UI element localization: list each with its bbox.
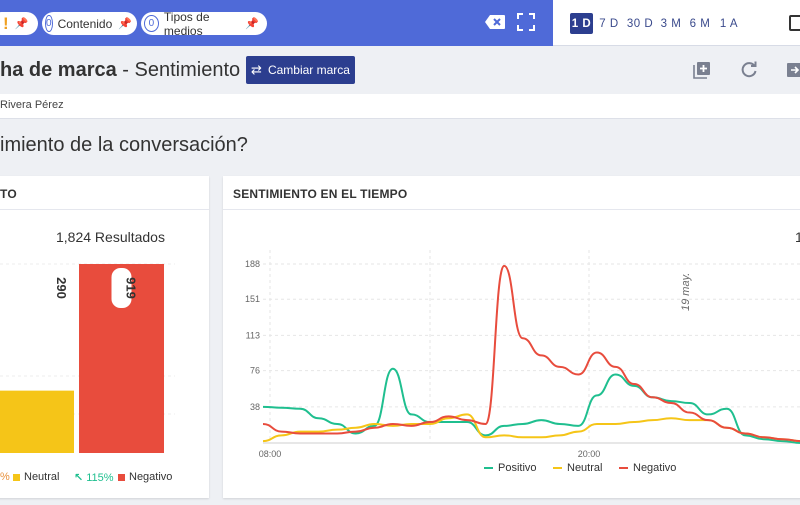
line-gridlines: [263, 250, 800, 444]
results-count: 1,824 Resultados: [56, 229, 165, 245]
add-widget-icon[interactable]: [693, 61, 711, 79]
y-tick-label: 113: [246, 330, 260, 340]
y-tick-label: 151: [245, 294, 260, 304]
legend-swatch: [619, 467, 628, 469]
legend-item-negative[interactable]: Negativo: [118, 471, 172, 483]
range-7d[interactable]: 7 D: [599, 17, 619, 30]
legend-item-change: ↖ 115%: [74, 471, 114, 485]
legend-item-neutral[interactable]: Neutral: [553, 462, 602, 474]
sentiment-summary-card: TO 1,824 Resultados 290 919 % Neutral ↖ …: [0, 176, 209, 498]
sentiment-over-time-card: SENTIMIENTO EN EL TIEMPO 1 38 76 113 151 188…: [223, 176, 800, 498]
results-count: 1: [795, 229, 800, 245]
legend-change-label: 115%: [86, 471, 114, 484]
calendar-icon[interactable]: [789, 15, 800, 31]
expand-icon[interactable]: [517, 13, 535, 31]
legend-item-negativo[interactable]: Negativo: [619, 462, 676, 474]
legend-swatch: [484, 467, 493, 469]
trend-up-icon: ↖: [74, 472, 84, 484]
legend-label: Neutral: [24, 471, 60, 483]
card-title: SENTIMIENTO EN EL TIEMPO: [233, 187, 408, 201]
series-line-neutral[interactable]: [262, 413, 800, 443]
sentiment-line-chart: 38 76 113 151 188 08:00 20:00 19 may.: [245, 250, 800, 459]
media-count-badge: 0: [144, 15, 159, 32]
user-bar: Rivera Pérez: [0, 94, 800, 119]
legend-label: Negativo: [633, 462, 677, 474]
legend-swatch: [13, 473, 20, 481]
legend-item-percent: %: [0, 471, 10, 483]
export-icon[interactable]: [786, 61, 800, 79]
legend-item-positivo[interactable]: Positivo: [484, 462, 537, 474]
content-filter-chip[interactable]: 0 Contenido 📌: [42, 12, 137, 35]
x-tick-label: 20:00: [578, 449, 601, 459]
y-axis-ticks: 38 76 113 151 188: [245, 259, 260, 412]
media-filter-label: Tipos de medios: [163, 9, 210, 38]
legend-label: Positivo: [498, 462, 537, 474]
section-question: imiento de la conversación?: [0, 134, 248, 156]
y-tick-label: 38: [250, 402, 260, 412]
x-axis-ticks: 08:00 20:00: [259, 449, 601, 459]
page-title-brand: ha de marca: [0, 59, 117, 81]
series-line-negativo[interactable]: [262, 264, 800, 443]
pin-icon[interactable]: 📌: [14, 18, 29, 30]
bar-value-label-negative: 919: [111, 268, 139, 308]
card-header: TO: [0, 176, 209, 210]
page-title-section: - Sentimiento: [116, 59, 241, 81]
change-brand-label: Cambiar marca: [267, 63, 350, 77]
pin-icon[interactable]: 📌: [245, 18, 259, 30]
legend-label: Neutral: [567, 462, 603, 474]
card-header: SENTIMIENTO EN EL TIEMPO: [223, 176, 800, 210]
date-range-bar: 1 D 7 D 30 D 3 M 6 M 1 A: [553, 0, 800, 46]
pin-icon[interactable]: 📌: [118, 18, 132, 30]
range-1a[interactable]: 1 A: [719, 17, 739, 30]
line-series: [262, 264, 800, 444]
user-name: Rivera Pérez: [0, 99, 64, 111]
range-3m[interactable]: 3 M: [660, 17, 682, 30]
legend-swatch: [553, 467, 562, 469]
card-title: TO: [0, 187, 17, 201]
swap-icon: ⇄: [251, 62, 262, 77]
warning-icon: !: [3, 13, 9, 33]
legend-swatch: [118, 473, 125, 481]
sentiment-bar-chart: 290 919: [0, 263, 175, 453]
bar-neutral[interactable]: [0, 390, 74, 453]
legend-item-neutral[interactable]: Neutral: [13, 471, 59, 483]
bar-value-neutral: 290: [54, 277, 69, 299]
clear-filters-icon[interactable]: [484, 14, 506, 30]
x-tick-label: 08:00: [259, 449, 282, 459]
y-tick-label: 76: [250, 366, 260, 376]
content-count-badge: 0: [45, 15, 53, 32]
bar-value-label-neutral: 290: [54, 277, 69, 299]
series-line-positivo[interactable]: [262, 367, 800, 444]
range-30d[interactable]: 30 D: [626, 17, 654, 30]
page-header: ha de marca - Sentimiento ⇄ Cambiar marc…: [0, 46, 800, 94]
date-annotation: 19 may.: [680, 273, 692, 311]
media-filter-chip[interactable]: 0 Tipos de medios 📌: [141, 9, 267, 38]
page-title: ha de marca - Sentimiento: [0, 59, 240, 82]
legend-percent-label: %: [0, 471, 10, 483]
range-1d[interactable]: 1 D: [570, 13, 593, 34]
range-6m[interactable]: 6 M: [689, 17, 711, 30]
change-brand-button[interactable]: ⇄ Cambiar marca: [246, 56, 355, 84]
refresh-icon[interactable]: [740, 61, 758, 79]
bar-value-negative: 919: [124, 277, 139, 299]
legend-label: Negativo: [129, 471, 173, 483]
content-filter-label: Contenido: [57, 16, 113, 31]
warning-filter-chip[interactable]: ! 📌: [0, 12, 38, 35]
y-tick-label: 188: [245, 259, 260, 269]
